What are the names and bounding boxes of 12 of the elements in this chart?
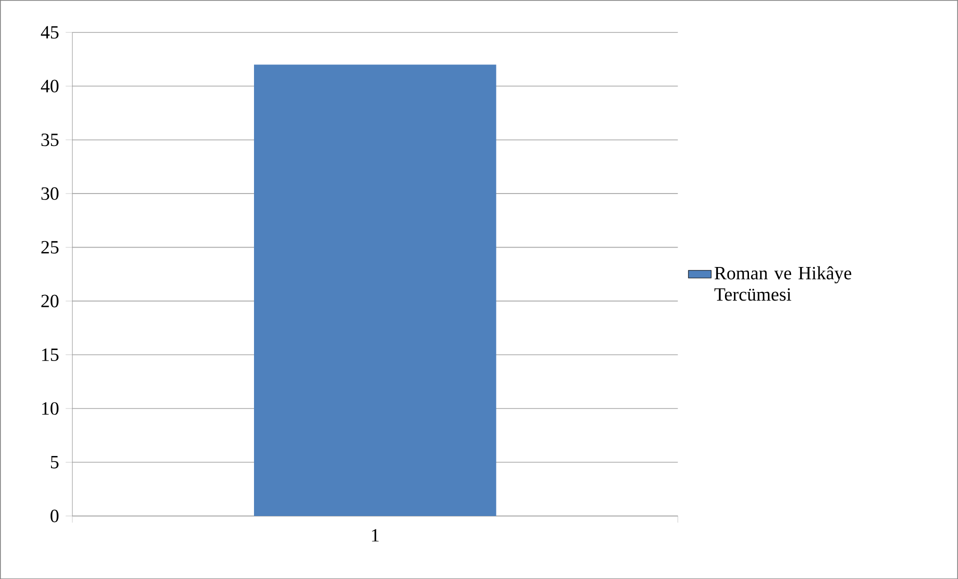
y-tick-label: 10 [42, 402, 58, 415]
y-tick-label: 30 [41, 187, 58, 200]
y-tick-label: 35 [41, 133, 58, 146]
y-tick-label: 45 [40, 26, 58, 38]
y-tick-label: 15 [42, 348, 58, 361]
y-tick-label: 20 [41, 294, 58, 308]
y-tick-label: 0 [50, 510, 58, 522]
x-tick-label: 1 [372, 528, 379, 542]
y-tick-label: 25 [41, 240, 58, 254]
legend-label: Roman ve Hikâye Tercümesi [714, 266, 852, 301]
y-tick-label: 40 [40, 80, 58, 92]
y-tick-label: 5 [50, 456, 58, 468]
